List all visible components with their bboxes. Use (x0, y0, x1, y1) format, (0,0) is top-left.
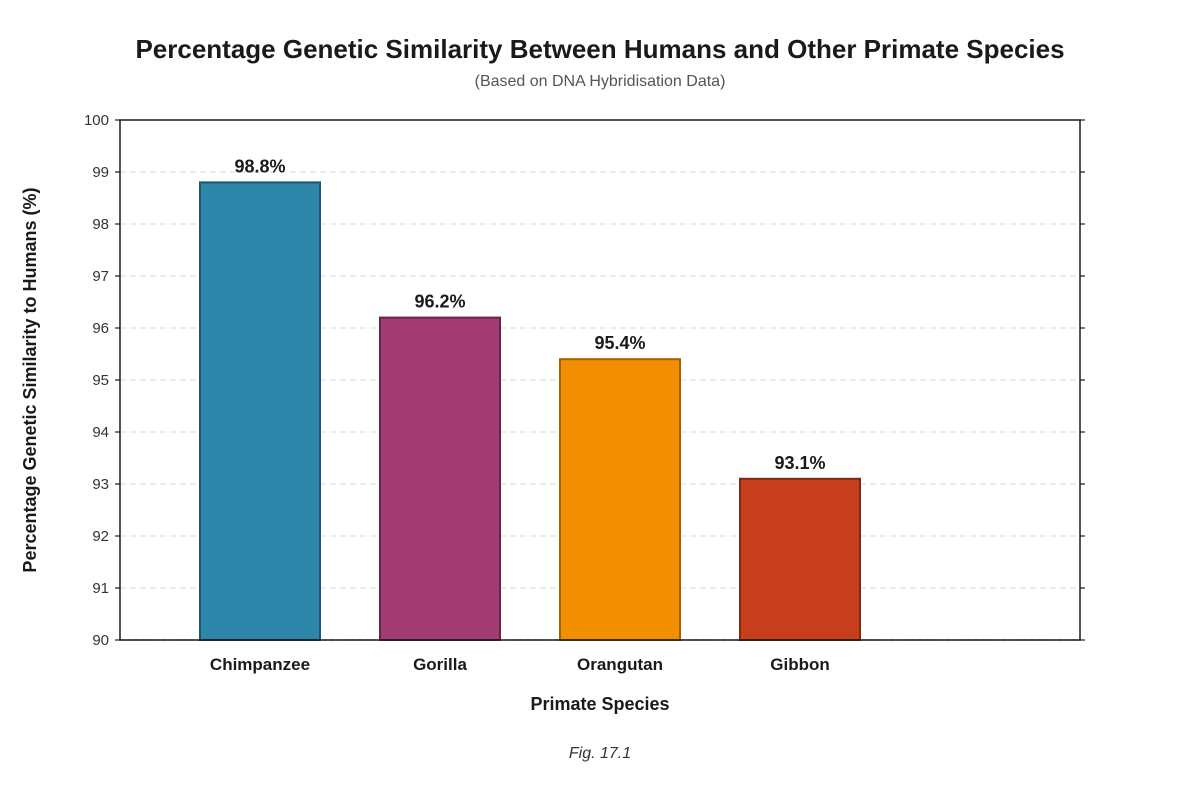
value-label-gibbon: 93.1% (774, 453, 825, 473)
x-tick-label-orangutan: Orangutan (577, 655, 663, 674)
value-label-gorilla: 96.2% (414, 292, 465, 312)
y-ticks: 90 91 92 93 94 95 96 97 98 99 100 (84, 112, 1085, 649)
y-tick-label: 92 (92, 528, 109, 545)
y-tick-label: 97 (92, 268, 109, 285)
chart-title: Percentage Genetic Similarity Between Hu… (135, 34, 1065, 64)
y-tick-label: 96 (92, 320, 109, 337)
value-label-orangutan: 95.4% (594, 333, 645, 353)
figure-caption: Fig. 17.1 (568, 745, 632, 762)
y-tick-label: 95 (92, 372, 109, 389)
labels: 98.8% Chimpanzee 96.2% Gorilla 95.4% Oranguta… (210, 156, 830, 674)
bars (199, 181, 861, 641)
bar-chimpanzee (199, 181, 321, 641)
y-tick-label: 100 (84, 112, 109, 129)
value-label-chimpanzee: 98.8% (234, 156, 285, 176)
chart-subtitle: (Based on DNA Hybridisation Data) (474, 73, 726, 90)
y-tick-label: 91 (92, 580, 109, 597)
y-tick-label: 93 (92, 476, 109, 493)
y-tick-label: 94 (92, 424, 109, 441)
y-tick-label: 99 (92, 164, 109, 181)
y-axis-title: Percentage Genetic Similarity to Humans … (20, 187, 40, 572)
bar-gibbon (739, 477, 861, 641)
x-tick-label-gorilla: Gorilla (413, 655, 467, 674)
x-tick-label-gibbon: Gibbon (770, 655, 829, 674)
bar-gorilla (379, 316, 501, 641)
y-tick-label: 90 (92, 632, 109, 649)
x-tick-label-chimpanzee: Chimpanzee (210, 655, 310, 674)
y-tick-label: 98 (92, 216, 109, 233)
x-axis-title: Primate Species (530, 694, 669, 714)
bar-orangutan (559, 358, 681, 641)
